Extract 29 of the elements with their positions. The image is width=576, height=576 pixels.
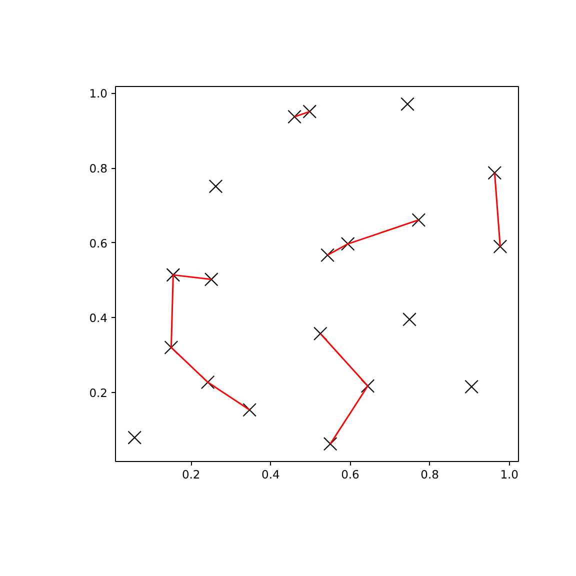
point	[320, 248, 334, 262]
y-tick-label: 0.6	[89, 236, 108, 250]
point	[493, 240, 508, 254]
x-tick-label: 0.6	[341, 468, 360, 482]
point	[204, 272, 218, 286]
point	[288, 110, 302, 124]
line-series	[170, 274, 250, 411]
point	[400, 97, 414, 111]
point	[166, 268, 180, 282]
y-tick-label: 0.2	[89, 386, 108, 400]
point	[464, 380, 478, 394]
y-tick-label: 0.8	[89, 162, 108, 176]
point	[360, 379, 375, 393]
x-tick-label: 0.4	[262, 468, 280, 482]
point	[402, 312, 416, 326]
point	[313, 326, 328, 341]
point	[323, 437, 338, 451]
x-tick-label: 0.8	[420, 468, 439, 482]
point	[208, 179, 223, 194]
y-tick-label: 0.4	[89, 311, 108, 326]
y-tick-label: 1.0	[89, 86, 108, 101]
point	[488, 166, 502, 180]
x-tick-label: 0.2	[182, 468, 200, 482]
point	[242, 402, 256, 417]
point	[302, 104, 317, 118]
point	[412, 213, 426, 227]
x-tick-label: 1.0	[500, 468, 518, 482]
point	[340, 236, 355, 251]
point	[128, 430, 142, 444]
